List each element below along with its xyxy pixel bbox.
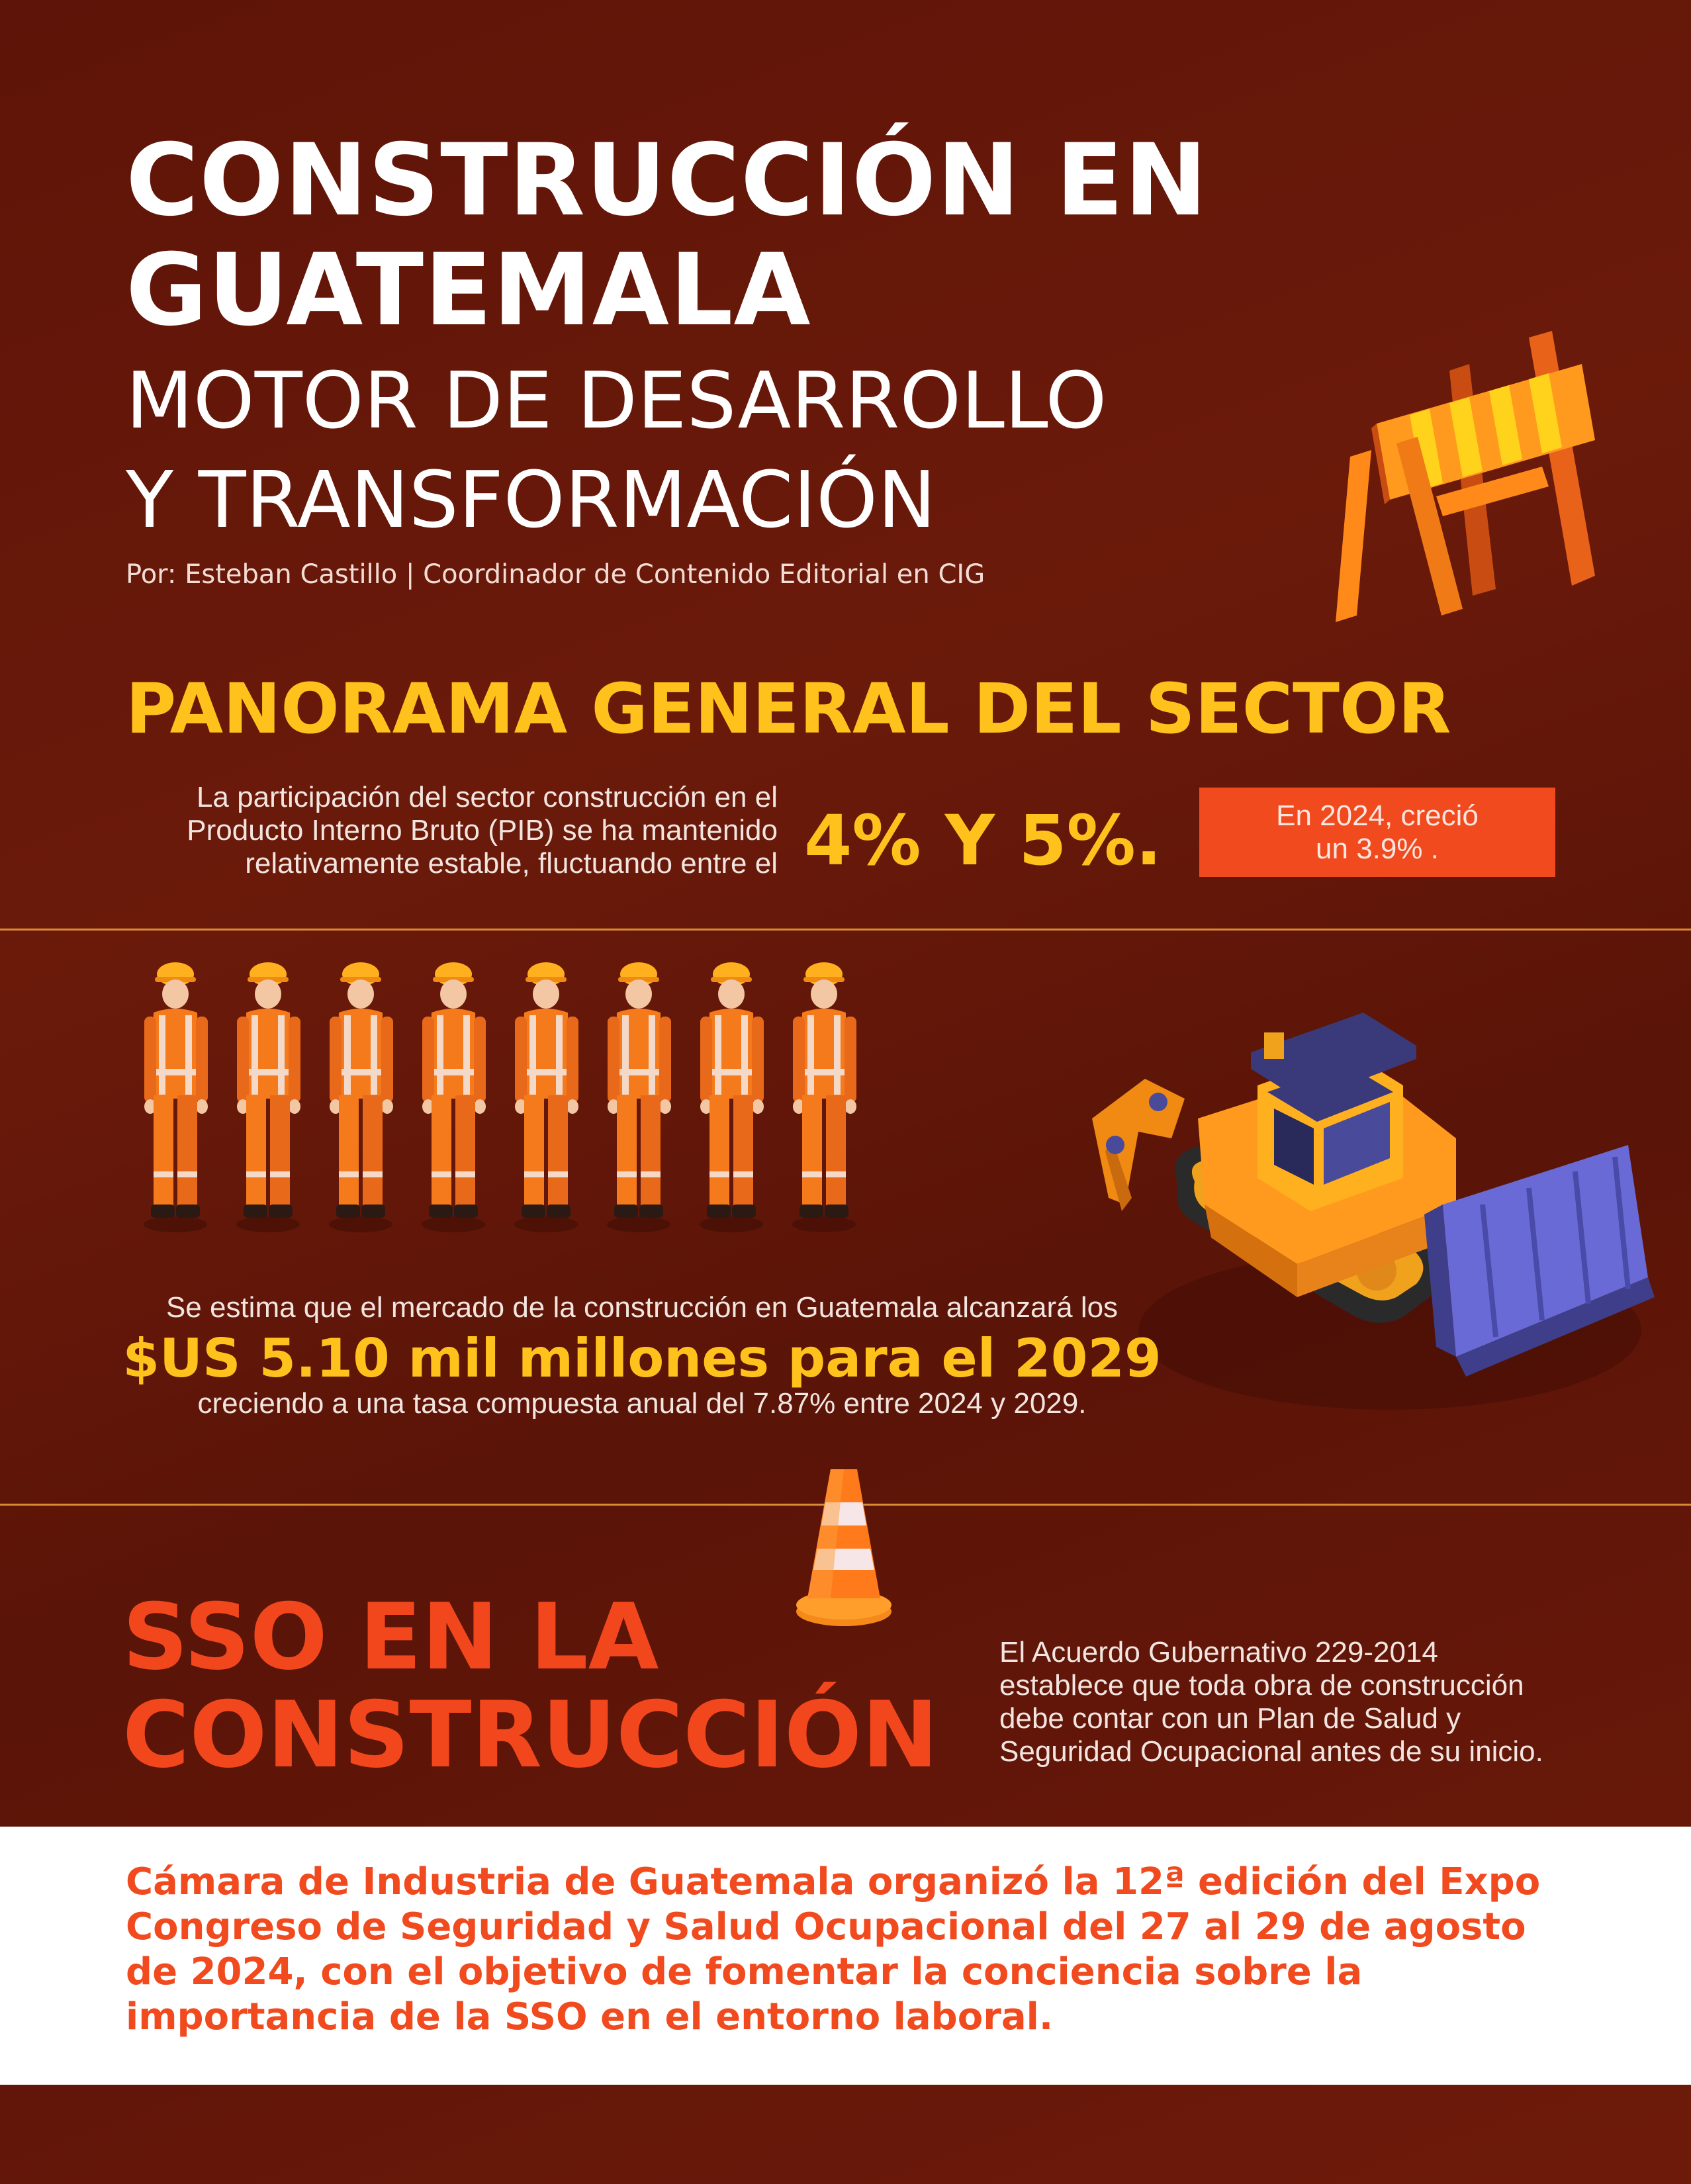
pib-line1: La participación del sector construcción…	[196, 781, 778, 813]
market-intro: Se estima que el mercado de la construcc…	[165, 1291, 1119, 1324]
sso-text-line1: El Acuerdo Gubernativo 229-2014	[999, 1636, 1438, 1668]
main-title-line1: CONSTRUCCIÓN EN	[126, 123, 1209, 238]
workers-row	[139, 960, 893, 1238]
highlight-band	[0, 1827, 1691, 2085]
sso-title-line2: CONSTRUCCIÓN	[122, 1682, 938, 1788]
expo-note-line4: importancia de la SSO en el entorno labo…	[126, 1995, 1054, 2038]
pib-description: La participación del sector construcción…	[106, 781, 778, 880]
expo-note-line2: Congreso de Seguridad y Salud Ocupaciona…	[126, 1905, 1526, 1948]
pib-range: 4% Y 5%.	[804, 800, 1162, 881]
expo-note-line3: de 2024, con el objetivo de fomentar la …	[126, 1950, 1363, 1993]
badge-line1: En 2024, creció	[1276, 799, 1479, 832]
main-title: CONSTRUCCIÓN EN GUATEMALA	[126, 126, 1208, 345]
expo-note: Cámara de Industria de Guatemala organiz…	[126, 1860, 1608, 2040]
pib-line3: relativamente estable, fluctuando entre …	[245, 847, 778, 880]
traffic-cone-icon	[796, 1469, 891, 1626]
expo-note-line1: Cámara de Industria de Guatemala organiz…	[126, 1860, 1541, 1903]
subtitle: MOTOR DE DESARROLLO Y TRANSFORMACIÓN	[126, 351, 1107, 549]
bulldozer-icon	[1092, 1013, 1655, 1410]
badge-line2: un 3.9% .	[1316, 832, 1439, 865]
construction-barrier-icon	[1336, 331, 1595, 622]
sso-text-line3: debe contar con un Plan de Salud y	[999, 1702, 1461, 1735]
subtitle-line2: Y TRANSFORMACIÓN	[126, 454, 937, 545]
market-amount: $US 5.10 mil millones para el 2029	[122, 1328, 1162, 1389]
market-growth: creciendo a una tasa compuesta anual del…	[197, 1387, 1087, 1420]
sso-text-line2: establece que toda obra de construcción	[999, 1669, 1524, 1702]
workers-illustration	[144, 962, 856, 1232]
panorama-title: PANORAMA GENERAL DEL SECTOR	[126, 668, 1451, 749]
divider-top	[0, 929, 1691, 931]
sso-description: El Acuerdo Gubernativo 229-2014 establec…	[999, 1636, 1595, 1768]
sso-text-line4: Seguridad Ocupacional antes de su inicio…	[999, 1735, 1543, 1768]
main-title-line2: GUATEMALA	[126, 233, 811, 348]
sso-title: SSO EN LA CONSTRUCCIÓN	[122, 1588, 938, 1784]
growth-badge: En 2024, creció un 3.9% .	[1199, 788, 1555, 877]
subtitle-line1: MOTOR DE DESARROLLO	[126, 355, 1107, 446]
sso-title-line1: SSO EN LA	[122, 1584, 659, 1690]
byline: Por: Esteban Castillo | Coordinador de C…	[126, 559, 985, 590]
pib-line2: Producto Interno Bruto (PIB) se ha mante…	[187, 814, 778, 846]
